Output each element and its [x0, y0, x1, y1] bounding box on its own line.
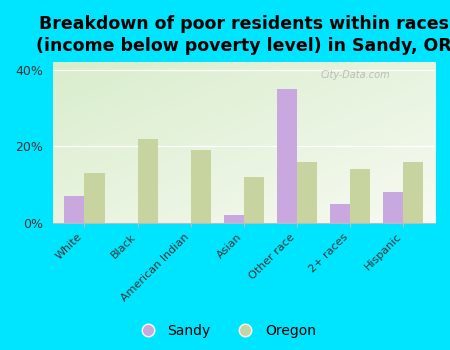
Legend: Sandy, Oregon: Sandy, Oregon [129, 318, 321, 343]
Bar [138, 139, 158, 223]
Bar [297, 162, 317, 223]
Bar [383, 192, 403, 223]
Bar [224, 215, 244, 223]
Bar [403, 162, 423, 223]
Title: Breakdown of poor residents within races
(income below poverty level) in Sandy, : Breakdown of poor residents within races… [36, 15, 450, 55]
Bar [85, 173, 105, 223]
Bar [277, 89, 297, 223]
Bar [244, 177, 264, 223]
Bar [64, 196, 85, 223]
Bar [330, 204, 350, 223]
Bar [191, 150, 211, 223]
Text: City-Data.com: City-Data.com [320, 70, 390, 80]
Bar [350, 169, 370, 223]
